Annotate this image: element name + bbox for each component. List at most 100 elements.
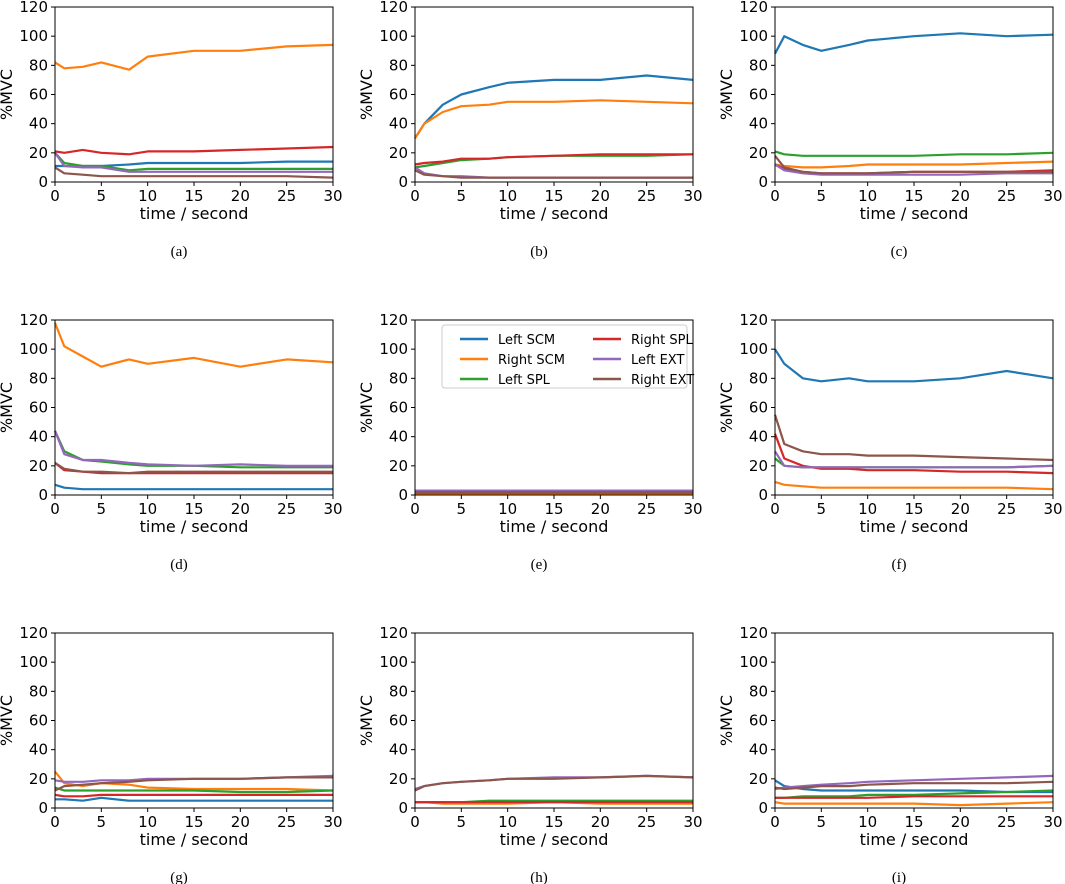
y-tick-label: 80 xyxy=(749,369,768,387)
y-tick-label: 80 xyxy=(29,56,48,74)
series-line-left-spl xyxy=(774,150,1054,157)
x-tick-label: 30 xyxy=(683,813,702,831)
y-tick-label: 60 xyxy=(749,399,768,417)
x-tick-label: 10 xyxy=(858,813,877,831)
x-tick-label: 5 xyxy=(97,813,107,831)
series-line-right-spl xyxy=(54,793,333,798)
y-tick-label: 0 xyxy=(758,799,768,817)
y-axis-label: %MVC xyxy=(717,382,736,433)
x-tick-label: 0 xyxy=(50,187,60,205)
y-axis-label: %MVC xyxy=(0,382,16,433)
x-tick-label: 15 xyxy=(904,813,923,831)
y-tick-label: 100 xyxy=(379,340,408,358)
x-tick-label: 30 xyxy=(1043,187,1062,205)
x-tick-label: 20 xyxy=(951,813,970,831)
x-tick-label: 25 xyxy=(997,813,1016,831)
y-tick-label: 120 xyxy=(379,624,408,642)
y-tick-label: 120 xyxy=(739,0,768,16)
y-tick-label: 20 xyxy=(749,144,768,162)
x-tick-label: 10 xyxy=(138,187,157,205)
x-tick-label: 30 xyxy=(1043,500,1062,518)
x-tick-label: 0 xyxy=(770,813,780,831)
y-tick-label: 120 xyxy=(19,0,48,16)
x-tick-label: 5 xyxy=(97,187,107,205)
series-line-left-scm xyxy=(774,348,1054,383)
subplot-caption: (i) xyxy=(892,870,906,884)
series-line-left-scm xyxy=(55,796,333,802)
x-tick-label: 15 xyxy=(904,187,923,205)
y-tick-label: 100 xyxy=(19,653,48,671)
y-axis-label: %MVC xyxy=(0,69,16,120)
y-axis-label: %MVC xyxy=(0,695,16,746)
y-tick-label: 60 xyxy=(29,712,48,730)
subplot-c: 0 5 10 15 20 25 30 0 20 40 60 80 100 120 time / second… xyxy=(717,0,1063,260)
subplot-i: 0 5 10 15 20 25 30 0 20 40 60 80 100 120 time / second… xyxy=(717,624,1063,884)
y-tick-label: 100 xyxy=(379,653,408,671)
subplot-a: 0 5 10 15 20 25 30 0 20 40 60 80 100 120 time / second… xyxy=(0,0,343,260)
x-axis-label: time / second xyxy=(500,204,609,223)
subplot-g: 0 5 10 15 20 25 30 0 20 40 60 80 100 120 time / second… xyxy=(0,624,343,884)
x-tick-label: 30 xyxy=(323,813,342,831)
series-line-left-ext xyxy=(774,163,1053,176)
y-tick-label: 40 xyxy=(389,741,408,759)
y-tick-label: 20 xyxy=(389,144,408,162)
x-tick-label: 20 xyxy=(951,187,970,205)
x-tick-label: 25 xyxy=(277,813,296,831)
x-tick-label: 10 xyxy=(858,500,877,518)
x-tick-label: 25 xyxy=(637,500,656,518)
subplot-caption: (d) xyxy=(170,557,188,573)
series-line-right-ext xyxy=(774,780,1054,791)
y-tick-label: 60 xyxy=(389,712,408,730)
series-line-right-ext xyxy=(774,155,1053,175)
x-tick-label: 20 xyxy=(591,500,610,518)
series-line-left-spl xyxy=(53,430,333,469)
x-axis-label: time / second xyxy=(140,517,249,536)
x-axis-label: time / second xyxy=(140,830,249,849)
x-tick-label: 15 xyxy=(184,187,203,205)
x-tick-label: 0 xyxy=(410,187,420,205)
x-tick-label: 25 xyxy=(277,500,296,518)
y-tick-label: 100 xyxy=(379,27,408,45)
y-axis-label: %MVC xyxy=(717,695,736,746)
y-tick-label: 20 xyxy=(29,457,48,475)
series-line-left-scm xyxy=(414,74,694,139)
x-axis-label: time / second xyxy=(860,517,969,536)
x-axis-label: time / second xyxy=(140,204,249,223)
y-tick-label: 100 xyxy=(739,340,768,358)
x-tick-label: 5 xyxy=(817,813,827,831)
plot-frame xyxy=(54,6,334,183)
y-tick-label: 20 xyxy=(389,770,408,788)
x-tick-label: 15 xyxy=(544,813,563,831)
y-tick-label: 100 xyxy=(739,653,768,671)
y-tick-label: 0 xyxy=(398,486,408,504)
legend-label: Left EXT xyxy=(631,353,684,368)
series-line-left-scm xyxy=(54,483,333,491)
x-tick-label: 15 xyxy=(544,500,563,518)
x-tick-label: 0 xyxy=(410,813,420,831)
x-tick-label: 0 xyxy=(770,500,780,518)
y-tick-label: 80 xyxy=(389,682,408,700)
x-tick-label: 10 xyxy=(858,187,877,205)
y-axis-label: %MVC xyxy=(717,69,736,120)
x-tick-label: 30 xyxy=(323,500,342,518)
subplot-h: 0 5 10 15 20 25 30 0 20 40 60 80 100 120 time / second… xyxy=(357,624,703,884)
series-line-right-ext xyxy=(54,776,333,792)
series-line-left-spl xyxy=(54,786,334,794)
legend-label: Left SPL xyxy=(498,373,551,388)
y-tick-label: 60 xyxy=(29,399,48,417)
series-line-right-scm xyxy=(54,43,334,71)
y-axis-label: %MVC xyxy=(357,695,376,746)
series-line-left-ext xyxy=(414,166,693,179)
series-line-right-scm xyxy=(774,160,1054,169)
y-tick-label: 0 xyxy=(398,173,408,191)
x-tick-label: 10 xyxy=(498,813,517,831)
series-line-right-scm xyxy=(414,99,694,139)
x-tick-label: 25 xyxy=(997,187,1016,205)
series-line-right-scm xyxy=(774,801,1054,807)
legend: Left SCM Right SCM Left SPL Right SPL Left E… xyxy=(441,324,694,389)
y-tick-label: 100 xyxy=(739,27,768,45)
y-tick-label: 80 xyxy=(29,369,48,387)
x-tick-label: 20 xyxy=(951,500,970,518)
y-tick-label: 80 xyxy=(749,682,768,700)
x-tick-label: 5 xyxy=(817,500,827,518)
